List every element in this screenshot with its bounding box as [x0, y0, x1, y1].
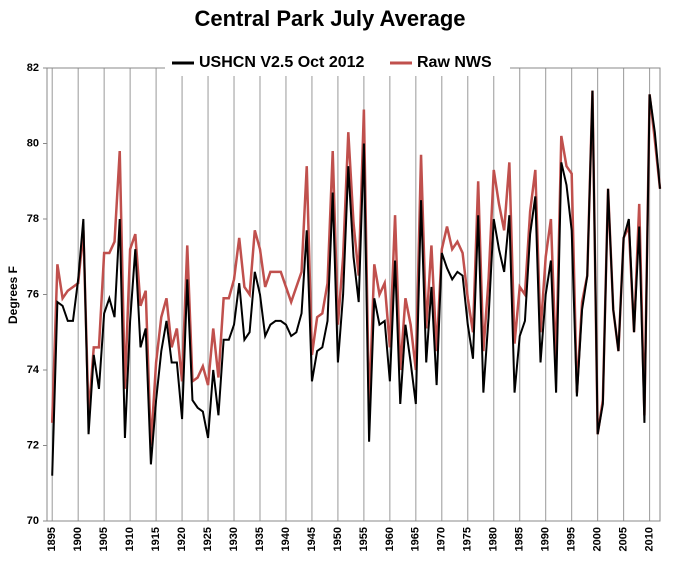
- y-tick-label: 78: [27, 213, 39, 225]
- y-tick-label: 72: [27, 439, 39, 451]
- x-tick-label: 1930: [228, 527, 240, 551]
- x-tick-label: 1995: [566, 527, 578, 551]
- x-tick-label: 1975: [462, 527, 474, 551]
- x-tick-label: 1910: [124, 527, 136, 551]
- x-tick-label: 1960: [384, 527, 396, 551]
- x-tick-label: 1925: [202, 527, 214, 551]
- y-tick-label: 74: [27, 364, 40, 376]
- x-tick-label: 1915: [150, 527, 162, 551]
- series-line: [51, 90, 661, 476]
- x-tick-label: 1905: [98, 527, 110, 551]
- y-tick-label: 80: [27, 137, 39, 149]
- x-tick-label: 1900: [72, 527, 84, 551]
- x-tick-label: 1950: [332, 527, 344, 551]
- x-tick-label: 2010: [644, 527, 656, 551]
- x-tick-label: 1920: [176, 527, 188, 551]
- x-tick-label: 1955: [358, 527, 370, 551]
- y-axis-label: Degrees F: [6, 266, 20, 324]
- chart-title: Central Park July Average: [194, 6, 465, 31]
- x-tick-label: 2005: [618, 527, 630, 551]
- legend-label: USHCN V2.5 Oct 2012: [199, 54, 365, 71]
- y-tick-label: 76: [27, 288, 39, 300]
- series-line: [50, 90, 662, 446]
- x-tick-label: 2000: [592, 527, 604, 551]
- y-tick-label: 70: [27, 515, 39, 527]
- x-tick-label: 1940: [280, 527, 292, 551]
- y-tick-label: 82: [27, 62, 39, 74]
- x-tick-label: 1965: [410, 527, 422, 551]
- x-tick-label: 1990: [540, 527, 552, 551]
- x-tick-label: 1985: [514, 527, 526, 551]
- x-tick-label: 1935: [254, 527, 266, 551]
- x-tick-label: 1895: [46, 527, 58, 551]
- x-tick-label: 1980: [488, 527, 500, 551]
- x-tick-label: 1970: [436, 527, 448, 551]
- x-tick-label: 1945: [306, 527, 318, 551]
- legend-label: Raw NWS: [417, 54, 492, 71]
- legend-box: [165, 50, 510, 76]
